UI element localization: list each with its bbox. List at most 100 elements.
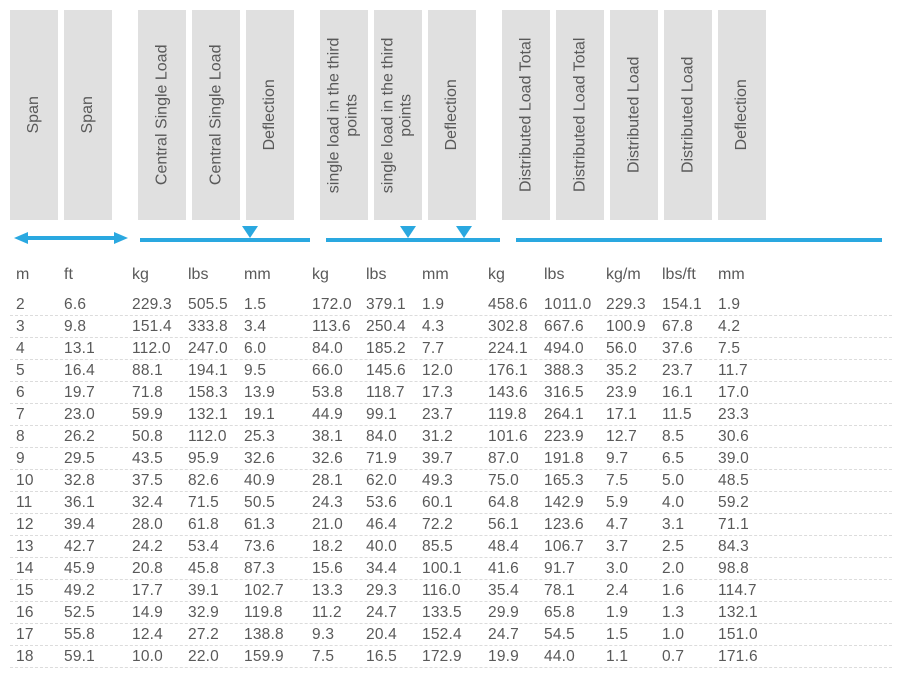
cell: 13.1 [60, 338, 118, 359]
cell: 85.5 [422, 536, 474, 557]
cell: 95.9 [188, 448, 244, 469]
cell: 87.3 [244, 558, 298, 579]
cell: 4.2 [718, 316, 770, 337]
cell: 176.1 [488, 360, 544, 381]
cell: 7.5 [718, 338, 770, 359]
cell: 23.0 [60, 404, 118, 425]
cell: 6.5 [662, 448, 718, 469]
cell: 250.4 [366, 316, 422, 337]
cell: 171.6 [718, 646, 770, 667]
unit-mm: mm [244, 266, 298, 284]
cell: 1.9 [422, 294, 474, 315]
cell: 25.3 [244, 426, 298, 447]
cell: 1.5 [244, 294, 298, 315]
cell: 3.4 [244, 316, 298, 337]
units-row: m ft kg lbs mm kg lbs mm kg lbs kg/m lbs… [10, 266, 892, 284]
cell: 34.4 [366, 558, 422, 579]
cell: 2.5 [662, 536, 718, 557]
cell: 18 [10, 646, 60, 667]
cell: 1.1 [606, 646, 662, 667]
cell: 388.3 [544, 360, 606, 381]
cell: 59.1 [60, 646, 118, 667]
cell: 11 [10, 492, 60, 513]
header-label: Distributed Load [679, 57, 697, 174]
cell: 159.9 [244, 646, 298, 667]
cell: 32.6 [312, 448, 366, 469]
cell: 75.0 [488, 470, 544, 491]
cell: 48.4 [488, 536, 544, 557]
cell: 133.5 [422, 602, 474, 623]
cell: 6 [10, 382, 60, 403]
cell: 42.7 [60, 536, 118, 557]
cell: 59.9 [132, 404, 188, 425]
cell: 21.0 [312, 514, 366, 535]
cell: 73.6 [244, 536, 298, 557]
cell: 30.6 [718, 426, 770, 447]
cell: 98.8 [718, 558, 770, 579]
table-row: 26.6229.3505.51.5172.0379.11.9458.61011.… [10, 294, 892, 316]
cell: 65.8 [544, 602, 606, 623]
cell: 152.4 [422, 624, 474, 645]
cell: 39.1 [188, 580, 244, 601]
cell: 35.4 [488, 580, 544, 601]
load-diagrams-svg [10, 224, 892, 248]
cell: 4.7 [606, 514, 662, 535]
cell: 7.5 [312, 646, 366, 667]
table-row: 1136.132.471.550.524.353.660.164.8142.95… [10, 492, 892, 514]
cell: 46.4 [366, 514, 422, 535]
cell: 145.6 [366, 360, 422, 381]
unit-mm: mm [718, 266, 770, 284]
cell: 2 [10, 294, 60, 315]
cell: 72.2 [422, 514, 474, 535]
load-table: Span Span Central Single Load Central Si… [0, 0, 902, 674]
cell: 40.0 [366, 536, 422, 557]
cell: 165.3 [544, 470, 606, 491]
cell: 45.9 [60, 558, 118, 579]
cell: 9.5 [244, 360, 298, 381]
header-label: Span [79, 96, 97, 133]
header-label: Distributed Load Total [517, 38, 535, 192]
cell: 10.0 [132, 646, 188, 667]
cell: 302.8 [488, 316, 544, 337]
cell: 50.5 [244, 492, 298, 513]
cell: 224.1 [488, 338, 544, 359]
cell: 6.6 [60, 294, 118, 315]
cell: 12.4 [132, 624, 188, 645]
cell: 23.9 [606, 382, 662, 403]
header-csl-lbs: Central Single Load [192, 10, 240, 220]
cell: 7 [10, 404, 60, 425]
cell: 116.0 [422, 580, 474, 601]
cell: 1.9 [606, 602, 662, 623]
cell: 23.7 [422, 404, 474, 425]
cell: 32.4 [132, 492, 188, 513]
cell: 17.1 [606, 404, 662, 425]
cell: 49.3 [422, 470, 474, 491]
cell: 71.9 [366, 448, 422, 469]
cell: 11.5 [662, 404, 718, 425]
cell: 229.3 [606, 294, 662, 315]
cell: 7.5 [606, 470, 662, 491]
cell: 142.9 [544, 492, 606, 513]
cell: 11.2 [312, 602, 366, 623]
cell: 39.0 [718, 448, 770, 469]
cell: 78.1 [544, 580, 606, 601]
cell: 88.1 [132, 360, 188, 381]
cell: 19.1 [244, 404, 298, 425]
cell: 19.9 [488, 646, 544, 667]
cell: 9.7 [606, 448, 662, 469]
table-row: 1032.837.582.640.928.162.049.375.0165.37… [10, 470, 892, 492]
header-label: Distributed Load Total [571, 38, 589, 192]
cell: 3.0 [606, 558, 662, 579]
cell: 35.2 [606, 360, 662, 381]
cell: 17.3 [422, 382, 474, 403]
cell: 12.0 [422, 360, 474, 381]
cell: 16.1 [662, 382, 718, 403]
cell: 41.6 [488, 558, 544, 579]
cell: 62.0 [366, 470, 422, 491]
unit-kg: kg [312, 266, 366, 284]
cell: 8.5 [662, 426, 718, 447]
cell: 13 [10, 536, 60, 557]
cell: 54.5 [544, 624, 606, 645]
cell: 132.1 [188, 404, 244, 425]
cell: 49.2 [60, 580, 118, 601]
